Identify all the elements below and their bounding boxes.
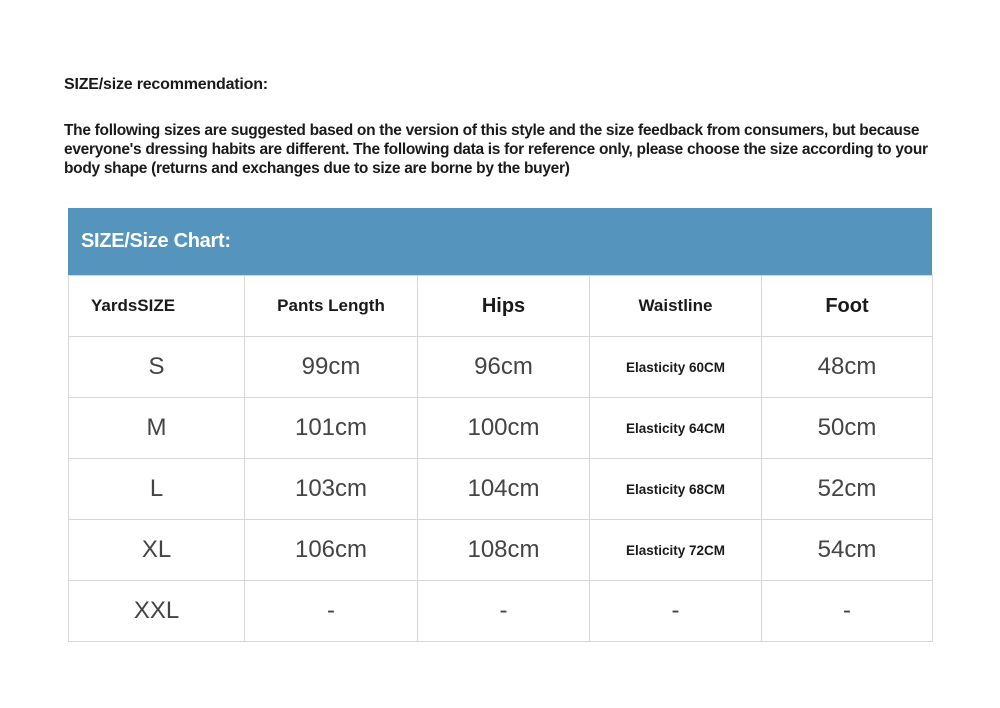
size-cell: L <box>68 458 245 520</box>
column-header: Pants Length <box>244 275 418 337</box>
table-cell: 54cm <box>761 519 933 581</box>
size-cell: M <box>68 397 245 459</box>
table-cell: Elasticity 72CM <box>589 519 762 581</box>
table-row: M 101cm 100cm Elasticity 64CM 50cm <box>68 397 933 459</box>
table-cell: 96cm <box>417 336 590 398</box>
table-cell: 52cm <box>761 458 933 520</box>
table-cell: 50cm <box>761 397 933 459</box>
table-cell: 100cm <box>417 397 590 459</box>
table-cell: - <box>417 580 590 642</box>
table-header-row: YardsSIZE Pants Length Hips Waistline Fo… <box>68 275 933 337</box>
column-header: Waistline <box>589 275 762 337</box>
table-row: XXL - - - - <box>68 580 933 642</box>
table-cell: Elasticity 68CM <box>589 458 762 520</box>
table-cell: - <box>761 580 933 642</box>
recommendation-title: SIZE/size recommendation: <box>64 76 268 93</box>
table-cell: - <box>589 580 762 642</box>
size-chart-title: SIZE/Size Chart: <box>68 208 932 275</box>
table-cell: 48cm <box>761 336 933 398</box>
size-table: YardsSIZE Pants Length Hips Waistline Fo… <box>68 275 933 642</box>
size-cell: XL <box>68 519 245 581</box>
table-cell: 101cm <box>244 397 418 459</box>
table-cell: 103cm <box>244 458 418 520</box>
column-header: YardsSIZE <box>68 275 245 337</box>
column-header: Foot <box>761 275 933 337</box>
size-cell: S <box>68 336 245 398</box>
recommendation-text: The following sizes are suggested based … <box>64 122 928 177</box>
table-cell: 108cm <box>417 519 590 581</box>
column-header: Hips <box>417 275 590 337</box>
table-cell: - <box>244 580 418 642</box>
table-cell: 106cm <box>244 519 418 581</box>
table-row: L 103cm 104cm Elasticity 68CM 52cm <box>68 458 933 520</box>
table-cell: 99cm <box>244 336 418 398</box>
size-chart: SIZE/Size Chart: YardsSIZE Pants Length … <box>68 208 933 642</box>
table-cell: Elasticity 60CM <box>589 336 762 398</box>
table-cell: 104cm <box>417 458 590 520</box>
table-row: XL 106cm 108cm Elasticity 72CM 54cm <box>68 519 933 581</box>
table-row: S 99cm 96cm Elasticity 60CM 48cm <box>68 336 933 398</box>
table-cell: Elasticity 64CM <box>589 397 762 459</box>
size-cell: XXL <box>68 580 245 642</box>
